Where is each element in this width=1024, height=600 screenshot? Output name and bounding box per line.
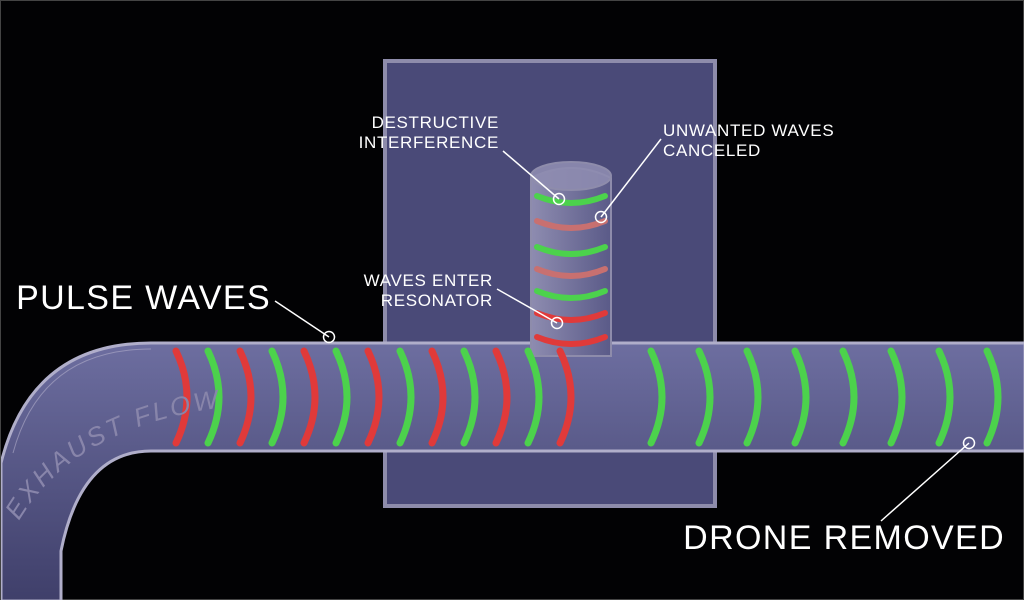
label-interference: INTERFERENCE <box>359 133 499 153</box>
label-drone-removed: DRONE REMOVED <box>683 519 1005 558</box>
label-pulse-waves: PULSE WAVES <box>16 279 271 318</box>
label-unwanted: UNWANTED WAVES <box>663 121 834 141</box>
diagram-canvas: EXHAUST FLOW PULSE WAVES DRONE REMOVED D… <box>0 0 1024 600</box>
drone-leader <box>881 443 969 521</box>
label-waves-enter: WAVES ENTER <box>364 271 493 291</box>
pulse-leader <box>275 301 329 337</box>
label-destructive: DESTRUCTIVE <box>372 113 499 133</box>
label-canceled: CANCELED <box>663 141 761 161</box>
label-resonator: RESONATOR <box>381 291 493 311</box>
